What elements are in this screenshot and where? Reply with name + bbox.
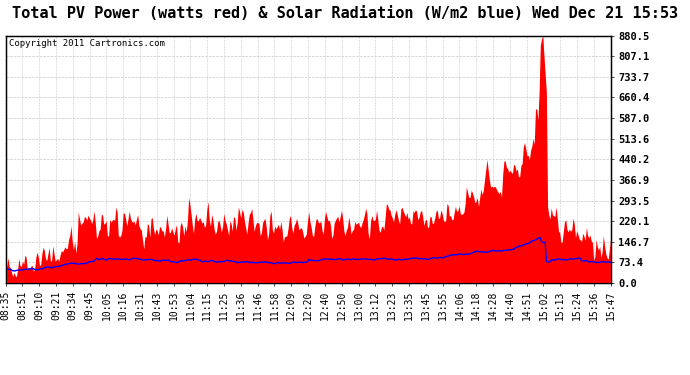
Text: Copyright 2011 Cartronics.com: Copyright 2011 Cartronics.com [8,39,164,48]
Text: Total PV Power (watts red) & Solar Radiation (W/m2 blue) Wed Dec 21 15:53: Total PV Power (watts red) & Solar Radia… [12,6,678,21]
